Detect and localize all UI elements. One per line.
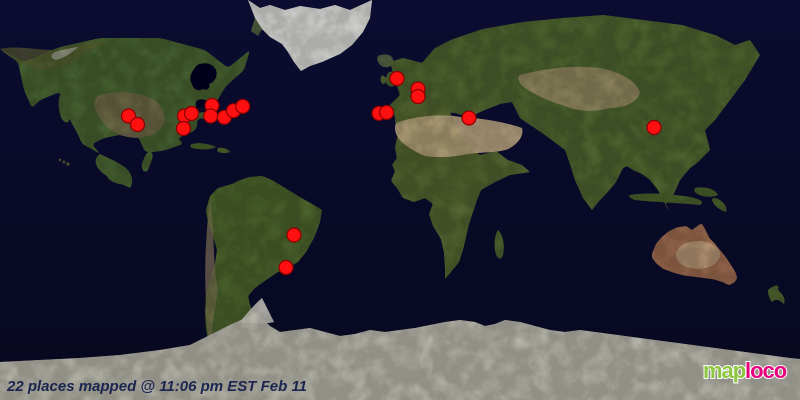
svg-text:map: map [703, 358, 746, 383]
svg-text:22 places mapped @ 11:06 pm ES: 22 places mapped @ 11:06 pm EST Feb 11 [6, 378, 307, 395]
svg-text:loco: loco [745, 358, 787, 383]
